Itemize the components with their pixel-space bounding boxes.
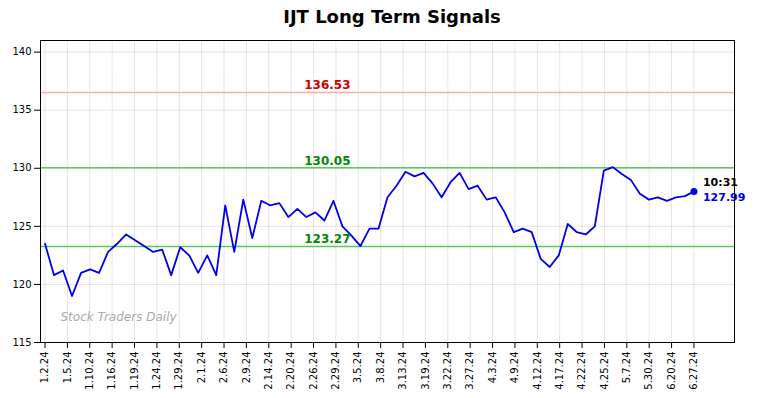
svg-text:1.10.24: 1.10.24 [84,352,95,390]
svg-text:Stock Traders Daily: Stock Traders Daily [61,310,178,324]
svg-text:1.19.24: 1.19.24 [129,352,140,390]
svg-text:123.27: 123.27 [304,232,350,246]
svg-text:4.12.24: 4.12.24 [532,352,543,390]
svg-text:1.5.24: 1.5.24 [62,352,73,384]
svg-text:3.5.24: 3.5.24 [352,352,363,384]
svg-text:120: 120 [12,279,31,290]
svg-text:1.16.24: 1.16.24 [106,352,117,390]
svg-text:4.17.24: 4.17.24 [554,352,565,390]
svg-text:1.29.24: 1.29.24 [173,352,184,390]
svg-text:3.8.24: 3.8.24 [375,352,386,384]
svg-text:5.7.24: 5.7.24 [621,352,632,384]
svg-text:125: 125 [12,221,31,232]
svg-text:2.1.24: 2.1.24 [196,352,207,384]
svg-text:4.3.24: 4.3.24 [487,352,498,384]
svg-text:4.22.24: 4.22.24 [576,352,587,390]
svg-text:3.19.24: 3.19.24 [420,352,431,390]
svg-text:1.24.24: 1.24.24 [151,352,162,390]
svg-text:115: 115 [12,337,31,348]
svg-text:2.29.24: 2.29.24 [330,352,341,390]
svg-text:3.27.24: 3.27.24 [464,352,475,390]
svg-text:4.25.24: 4.25.24 [599,352,610,390]
svg-text:136.53: 136.53 [304,78,350,92]
svg-text:2.20.24: 2.20.24 [285,352,296,390]
svg-text:2.14.24: 2.14.24 [263,352,274,390]
svg-text:2.26.24: 2.26.24 [308,352,319,390]
svg-text:3.13.24: 3.13.24 [397,352,408,390]
svg-text:10:31: 10:31 [703,176,738,189]
html-text:IJT Long Term Signals: IJT Long Term Signals [283,6,501,27]
svg-text:6.27.24: 6.27.24 [688,352,699,390]
svg-text:127.99: 127.99 [703,191,745,204]
svg-text:140: 140 [12,46,31,57]
svg-text:4.9.24: 4.9.24 [509,352,520,384]
svg-text:6.20.24: 6.20.24 [666,352,677,390]
svg-text:1.2.24: 1.2.24 [39,352,50,384]
svg-text:2.9.24: 2.9.24 [241,352,252,384]
svg-text:130: 130 [12,162,31,173]
svg-text:2.6.24: 2.6.24 [218,352,229,384]
svg-text:3.22.24: 3.22.24 [442,352,453,390]
svg-text:130.05: 130.05 [304,154,350,168]
svg-text:5.30.24: 5.30.24 [643,352,654,390]
svg-text:135: 135 [12,104,31,115]
